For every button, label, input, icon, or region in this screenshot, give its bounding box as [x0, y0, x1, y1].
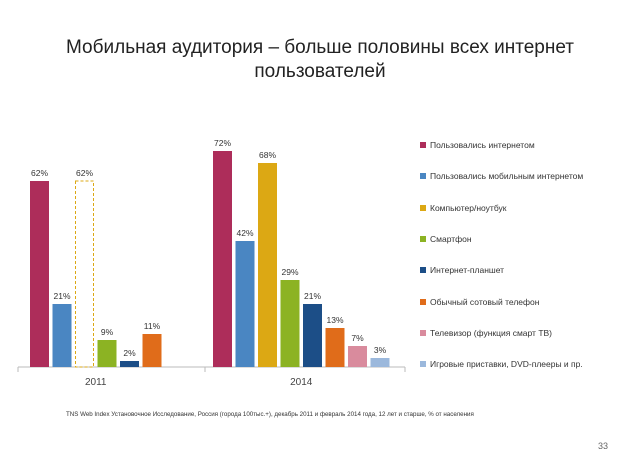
data-label: 62%: [76, 168, 93, 178]
legend-item: Игровые приставки, DVD-плееры и пр.: [420, 357, 583, 371]
data-label: 7%: [351, 333, 364, 343]
legend-label: Телевизор (функция смарт ТВ): [430, 327, 553, 338]
legend-item: Обычный сотовый телефон: [420, 295, 539, 309]
bar: [235, 241, 255, 367]
bar: [348, 346, 367, 367]
data-label: 62%: [31, 168, 48, 178]
legend-item: Пользовались мобильным интернетом: [420, 169, 583, 183]
data-label: 3%: [374, 345, 387, 355]
data-label: 21%: [53, 291, 70, 301]
data-label: 72%: [214, 138, 231, 148]
bar: [370, 358, 390, 367]
legend-item: Телевизор (функция смарт ТВ): [420, 326, 552, 340]
legend-swatch: [420, 235, 426, 242]
legend-swatch: [420, 173, 426, 180]
legend-swatch: [420, 329, 426, 336]
bar: [213, 151, 232, 367]
data-label: 21%: [304, 291, 321, 301]
data-label: 11%: [144, 321, 161, 331]
slide-title: Мобильная аудитория – больше половины вс…: [66, 37, 574, 82]
legend-swatch: [420, 298, 426, 305]
bar: [52, 304, 72, 367]
bar: [258, 163, 277, 367]
legend-item: Смартфон: [420, 232, 472, 246]
legend-label: Компьютер/ноутбук: [430, 202, 507, 213]
category-label: 2014: [290, 377, 313, 388]
bar: [303, 304, 322, 367]
bar: [325, 328, 345, 367]
legend-label: Интернет-планшет: [430, 265, 505, 276]
legend-label: Пользовались мобильным интернетом: [430, 171, 584, 182]
category-label: 2011: [85, 377, 107, 388]
legend-swatch: [420, 142, 426, 148]
page-number: 33: [597, 441, 608, 451]
data-label: 9%: [101, 327, 114, 337]
legend-label: Игровые приставки, DVD-плееры и пр.: [430, 359, 583, 370]
legend-item: Компьютер/ноутбук: [420, 201, 506, 215]
bar: [30, 181, 49, 367]
legend-item: Интернет-планшет: [420, 263, 504, 277]
bar: [280, 280, 300, 367]
legend-item: Пользовались интернетом: [420, 138, 535, 152]
data-label: 13%: [326, 315, 343, 325]
data-label: 42%: [236, 228, 253, 238]
data-label: 2%: [123, 348, 136, 358]
legend-swatch: [420, 267, 426, 274]
bar-outline: [75, 180, 94, 368]
data-label: 29%: [281, 267, 298, 277]
source-footnote: TNS Web Index Установочное Исследование,…: [66, 411, 474, 418]
legend-swatch: [420, 361, 426, 368]
legend-swatch: [420, 204, 426, 211]
data-label: 68%: [259, 150, 276, 160]
legend-label: Пользовались интернетом: [430, 140, 535, 150]
bar: [142, 334, 162, 367]
bar: [97, 340, 117, 367]
bar: [120, 361, 139, 367]
legend-label: Смартфон: [430, 233, 472, 244]
legend-label: Обычный сотовый телефон: [430, 296, 540, 307]
